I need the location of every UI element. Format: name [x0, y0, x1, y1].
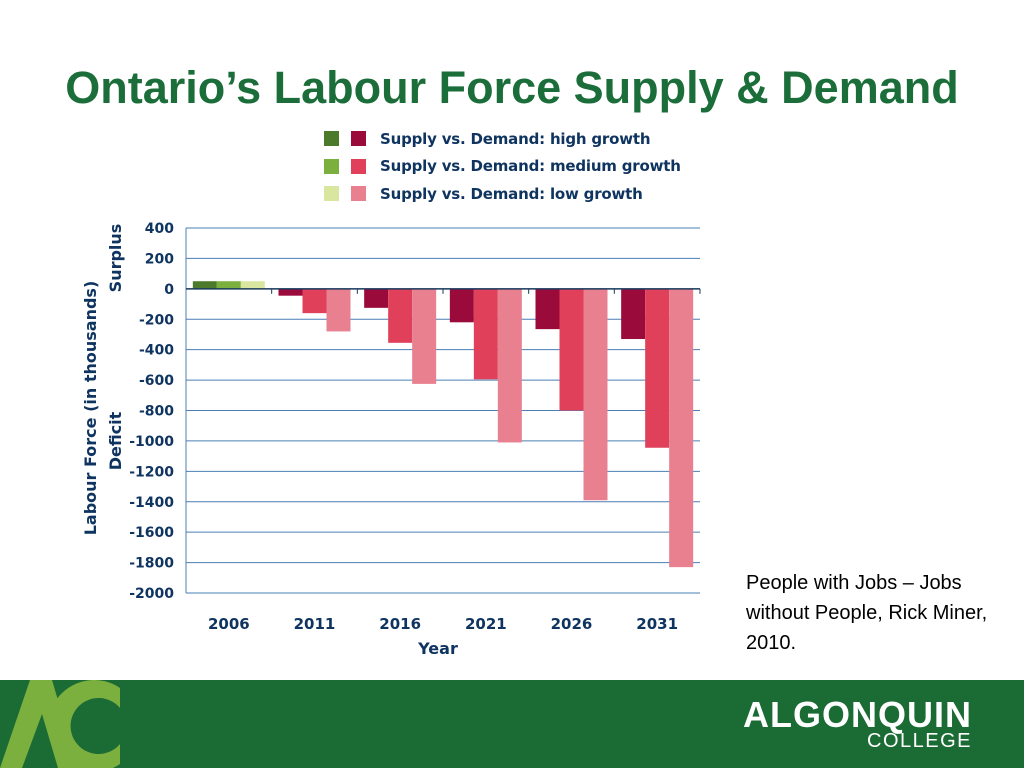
x-tick-label: 2021: [465, 615, 507, 633]
legend-swatch-high-positive: [324, 131, 339, 147]
bar-chart: 400 200 0 -200 -400 -600 -800 -1000 -1200 -1400 -1…: [81, 221, 701, 658]
y-axis-label-surplus: Surplus: [106, 224, 125, 293]
legend-label: Supply vs. Demand: high growth: [380, 129, 651, 148]
bar: [302, 288, 327, 314]
bar: [278, 288, 303, 296]
bar: [621, 288, 646, 340]
x-tick-label: 2006: [208, 615, 250, 633]
legend-swatch-high-negative: [351, 131, 366, 147]
bar: [388, 288, 413, 343]
chart-legend: Supply vs. Demand: high growth Supply vs…: [324, 125, 681, 208]
y-axis-label-deficit: Deficit: [106, 411, 125, 470]
bar: [192, 281, 217, 289]
legend-label: Supply vs. Demand: low growth: [380, 184, 643, 203]
chart-axes: [185, 228, 701, 594]
footer-bar: ALGONQUIN COLLEGE: [0, 680, 1024, 768]
legend-swatch-low-positive: [324, 186, 339, 202]
y-tick-label: -1000: [129, 434, 174, 450]
legend-item-low-growth: Supply vs. Demand: low growth: [324, 180, 681, 208]
y-axis-label: Labour Force (in thousands): [81, 281, 100, 536]
y-tick-label: 200: [145, 251, 174, 267]
bar: [412, 288, 437, 384]
x-tick-label: 2026: [551, 615, 593, 633]
x-tick-label: 2011: [294, 615, 336, 633]
y-tick-label: 0: [164, 282, 174, 298]
y-tick-labels: 400 200 0 -200 -400 -600 -800 -1000 -1200 -1400 -1…: [129, 221, 174, 602]
legend-swatch-low-negative: [351, 186, 366, 202]
legend-swatch-medium-positive: [324, 158, 339, 174]
x-tick-labels: 2006 2011 2016 2021 2026 2031: [208, 615, 678, 633]
page-title: Ontario’s Labour Force Supply & Demand: [65, 62, 959, 113]
y-tick-label: -600: [139, 373, 174, 389]
y-tick-label: -2000: [129, 586, 174, 602]
y-tick-label: -1600: [129, 525, 174, 541]
bar: [449, 288, 474, 323]
bar: [473, 288, 498, 380]
bar: [326, 288, 351, 332]
college-mark-icon: [0, 680, 120, 768]
x-tick-label: 2031: [636, 615, 678, 633]
y-tick-label: 400: [145, 221, 174, 237]
bar: [240, 281, 265, 289]
bar: [216, 281, 241, 289]
bar: [645, 288, 670, 448]
legend-item-high-growth: Supply vs. Demand: high growth: [324, 125, 681, 153]
y-tick-label: -1400: [129, 495, 174, 511]
logo-wordmark: ALGONQUIN: [743, 694, 972, 735]
bar: [583, 288, 608, 501]
bar: [535, 288, 560, 330]
bar: [497, 288, 522, 443]
y-tick-label: -200: [139, 312, 174, 328]
x-axis-label: Year: [417, 639, 458, 658]
bar: [669, 288, 694, 568]
y-tick-label: -1800: [129, 556, 174, 572]
bar: [364, 288, 389, 308]
y-tick-label: -1200: [129, 464, 174, 480]
legend-label: Supply vs. Demand: medium growth: [380, 157, 681, 176]
y-tick-label: -400: [139, 343, 174, 359]
x-tick-label: 2016: [379, 615, 421, 633]
source-note: People with Jobs – Jobs without People, …: [746, 572, 988, 654]
legend-swatch-medium-negative: [351, 158, 366, 174]
legend-item-medium-growth: Supply vs. Demand: medium growth: [324, 153, 681, 181]
bar: [559, 288, 584, 411]
y-tick-label: -800: [139, 404, 174, 420]
logo-subtitle: COLLEGE: [867, 730, 972, 752]
chart-bars: [192, 281, 694, 568]
